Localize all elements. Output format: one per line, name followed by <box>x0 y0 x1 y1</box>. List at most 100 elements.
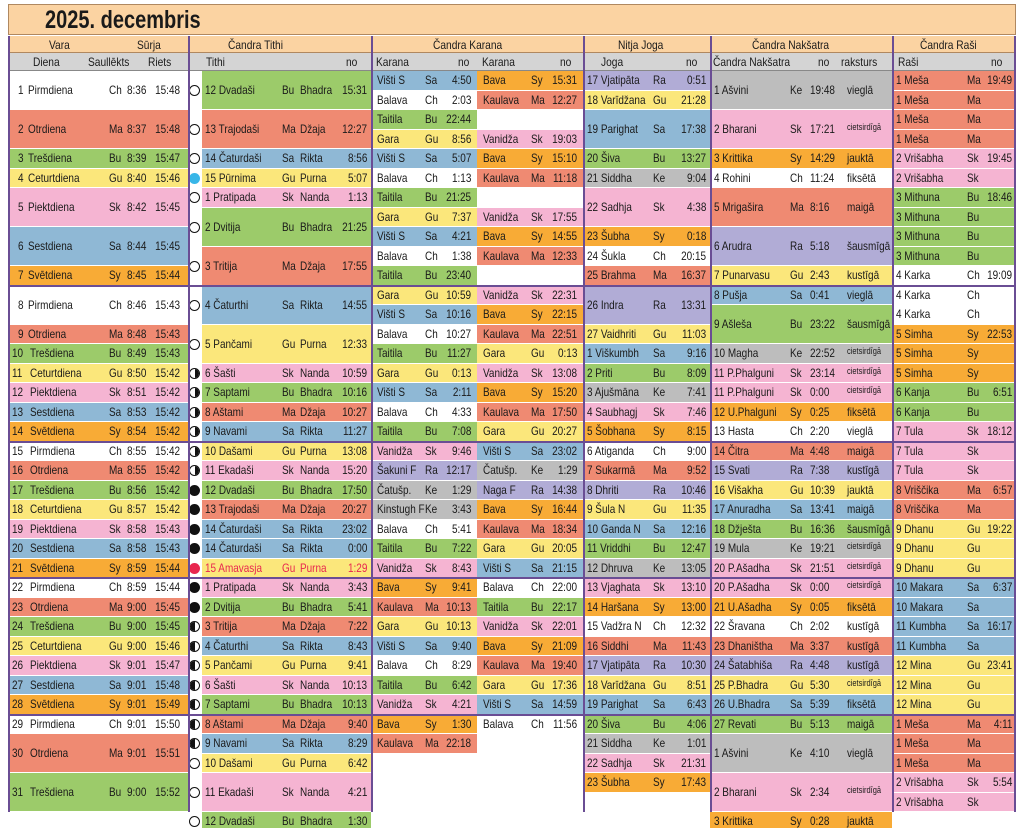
moon-phase-icon <box>189 387 200 399</box>
subheader-joga: Joga <box>601 55 624 69</box>
karana-name: Balava <box>483 716 514 731</box>
rasi-row: 4 Karka Ch <box>892 285 1016 305</box>
karana-cell: Kaulava Ma 19:40 <box>477 656 583 676</box>
joga-planet: Bu <box>653 541 666 556</box>
karana-cell: Bava Sy 22:15 <box>477 305 583 325</box>
day-name: Piektdiena <box>30 385 77 400</box>
rasi-planet: Ma <box>967 73 981 88</box>
tithi-quality: Rikta <box>300 297 323 312</box>
tithi-name: 8 Aštami <box>205 404 244 419</box>
naksatra-end-time: 14:29 <box>810 151 835 166</box>
tithi-name: 13 Trajodaši <box>205 502 260 517</box>
karana-end-time: 20:05 <box>552 541 577 556</box>
naksatra-name: 6 Arudra <box>714 239 752 253</box>
day-name: Trešdiena <box>28 151 72 166</box>
day-planet: Ma <box>109 463 123 478</box>
joga-name: 19 Parighat <box>587 697 638 712</box>
tithi-moon-cell <box>188 714 202 733</box>
naksatra-end-time: 4:48 <box>810 658 830 673</box>
day-planet: Gu <box>109 638 123 653</box>
rasi-planet: Sa <box>967 638 980 653</box>
sunset-time: 15:44 <box>155 268 180 283</box>
day-planet: Sy <box>109 424 121 439</box>
karana-cell: Čatušp. Ke 1:29 <box>477 461 583 481</box>
naksatra-character: fiksētā <box>847 599 876 614</box>
naksatra-row: 15 Svati Ra 7:38 kustīgā <box>710 461 892 481</box>
sunset-time: 15:42 <box>155 365 180 380</box>
sunrise-time: 9:01 <box>127 697 147 712</box>
karana-name: Višti S <box>377 73 406 88</box>
rasi-name: 3 Mithuna <box>896 248 940 263</box>
rasi-name: 12 Mina <box>896 697 932 712</box>
karana-end-time: 1:29 <box>557 463 577 478</box>
naksatra-row: 14 Čitra Ma 4:48 maigā <box>710 441 892 461</box>
sunset-time: 15:51 <box>155 746 180 760</box>
naksatra-character: maigā <box>847 443 875 458</box>
day-number: 27 <box>12 677 24 692</box>
tithi-end-time: 13:08 <box>342 443 367 458</box>
naksatra-row: 7 Punarvasu Gu 2:43 kustīgā <box>710 266 892 286</box>
karana-cell: Vanidža Sk 4:21 <box>371 695 477 715</box>
joga-name: 13 Vjaghata <box>587 580 641 595</box>
karana-end-time: 12:27 <box>552 92 577 107</box>
karana-cell: Kaulava Ma 22:51 <box>477 324 583 344</box>
tithi-row: 9 Navami Sa Rikta 11:27 <box>188 422 371 442</box>
day-row: 6 Sestdiena Sa 8:44 15:45 <box>8 227 188 266</box>
naksatra-row: 11 P.Phalguni Sk 23:14 cietsirdīgā <box>710 363 892 383</box>
moon-phase-icon <box>189 787 200 798</box>
joga-name: 26 Indra <box>587 297 624 312</box>
rasi-end-time: 5:54 <box>992 775 1012 790</box>
joga-row: 17 Vjatipāta Ra 0:51 <box>583 71 710 91</box>
naksatra-end-time: 3:37 <box>810 638 830 653</box>
day-name: Svētdiena <box>30 424 75 439</box>
rasi-planet: Sk <box>967 794 979 809</box>
joga-name: 12 Dhruva <box>587 560 633 575</box>
tithi-planet: Sk <box>282 785 294 799</box>
tithi-end-time: 9:41 <box>347 658 367 673</box>
rasi-row: 1 Meša Ma 19:49 <box>892 71 1016 91</box>
karana-cell: Taitila Bu 22:17 <box>477 597 583 617</box>
joga-planet: Ch <box>653 248 666 263</box>
day-row: 31 Trešdiena Bu 9:00 15:52 <box>8 773 188 812</box>
naksatra-name: 20 P.Ašadha <box>714 560 770 575</box>
day-number: 7 <box>18 268 24 283</box>
tithi-name: 13 Trajodaši <box>205 122 260 136</box>
tithi-name: 10 Dašami <box>205 443 253 458</box>
karana-planet: Ma <box>531 326 545 341</box>
rasi-planet: Gu <box>967 560 981 575</box>
karana-end-time: 23:40 <box>446 268 471 283</box>
moon-phase-icon <box>189 718 200 730</box>
karana-name: Višti S <box>483 443 512 458</box>
rasi-row: 1 Meša Ma <box>892 734 1016 754</box>
day-number: 28 <box>12 697 24 712</box>
tithi-quality: Džaja <box>300 258 326 273</box>
subheader-rasi-no: no <box>991 55 1003 69</box>
joga-row: 22 Sadhja Sk 4:38 <box>583 188 710 227</box>
moon-phase-icon <box>189 543 200 555</box>
day-row: 7 Svētdiena Sy 8:45 15:44 <box>8 266 188 286</box>
joga-end-time: 13:00 <box>681 599 706 614</box>
karana-planet: Sa <box>425 229 438 244</box>
joga-planet: Bu <box>653 151 666 166</box>
day-number: 22 <box>12 580 24 595</box>
day-name: Pirmdiena <box>28 83 73 97</box>
karana-cell: Kaulava Ma 10:13 <box>371 597 477 617</box>
karana-end-time: 5:07 <box>451 151 471 166</box>
karana-cell: Vanidža Sk 22:31 <box>477 285 583 305</box>
tithi-row: 9 Navami Sa Rikta 8:29 <box>188 734 371 754</box>
karana-cell: Balava Ch 10:27 <box>371 324 477 344</box>
tithi-moon-cell <box>188 110 202 148</box>
joga-end-time: 7:46 <box>686 404 706 419</box>
tithi-quality: Purna <box>300 755 327 770</box>
karana-end-time: 20:27 <box>552 424 577 439</box>
naksatra-end-time: 2:02 <box>810 619 830 634</box>
tithi-quality: Rikta <box>300 424 323 439</box>
rasi-planet: Ch <box>967 307 980 322</box>
moon-phase-icon <box>189 640 200 652</box>
karana-planet: Sk <box>531 619 543 634</box>
day-planet: Ma <box>109 746 123 760</box>
karana-end-time: 22:17 <box>552 599 577 614</box>
rasi-planet: Gu <box>967 521 981 536</box>
tithi-name: 4 Čaturthi <box>205 297 249 312</box>
day-name: Svētdiena <box>30 697 75 712</box>
